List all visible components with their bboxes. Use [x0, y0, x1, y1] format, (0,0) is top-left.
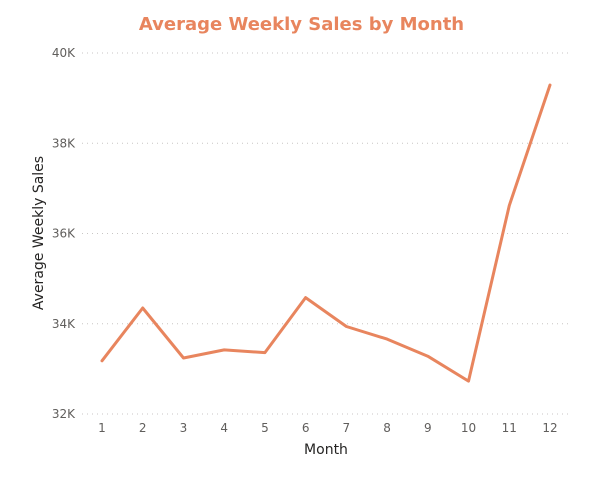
- x-tick-label: 8: [383, 421, 391, 435]
- x-tick-label: 7: [343, 421, 351, 435]
- series-line: [100, 83, 552, 383]
- x-tick-label: 5: [261, 421, 269, 435]
- x-tick-label: 9: [424, 421, 432, 435]
- x-tick-label: 3: [180, 421, 188, 435]
- x-tick-label: 6: [302, 421, 310, 435]
- x-tick-label: 11: [502, 421, 517, 435]
- x-tick-label: 4: [220, 421, 228, 435]
- chart-title: Average Weekly Sales by Month: [138, 14, 465, 35]
- y-axis: 32K 34K 36K 38K 40K: [52, 46, 76, 421]
- x-tick-label: 1: [98, 421, 106, 435]
- x-axis: 1 2 3 4 5 6 7 8 9 10 11 12: [98, 421, 557, 435]
- series-line-group: [100, 83, 552, 383]
- y-tick-label: 40K: [52, 46, 76, 60]
- y-tick-label: 32K: [52, 407, 76, 421]
- gridlines: [82, 52, 568, 415]
- y-axis-title: Average Weekly Sales: [31, 156, 47, 310]
- x-tick-label: 2: [139, 421, 147, 435]
- x-tick-label: 10: [461, 421, 476, 435]
- x-axis-title: Month: [304, 442, 348, 458]
- y-tick-label: 36K: [52, 227, 76, 241]
- y-tick-label: 38K: [52, 136, 76, 150]
- y-tick-label: 34K: [52, 317, 76, 331]
- x-tick-label: 12: [542, 421, 557, 435]
